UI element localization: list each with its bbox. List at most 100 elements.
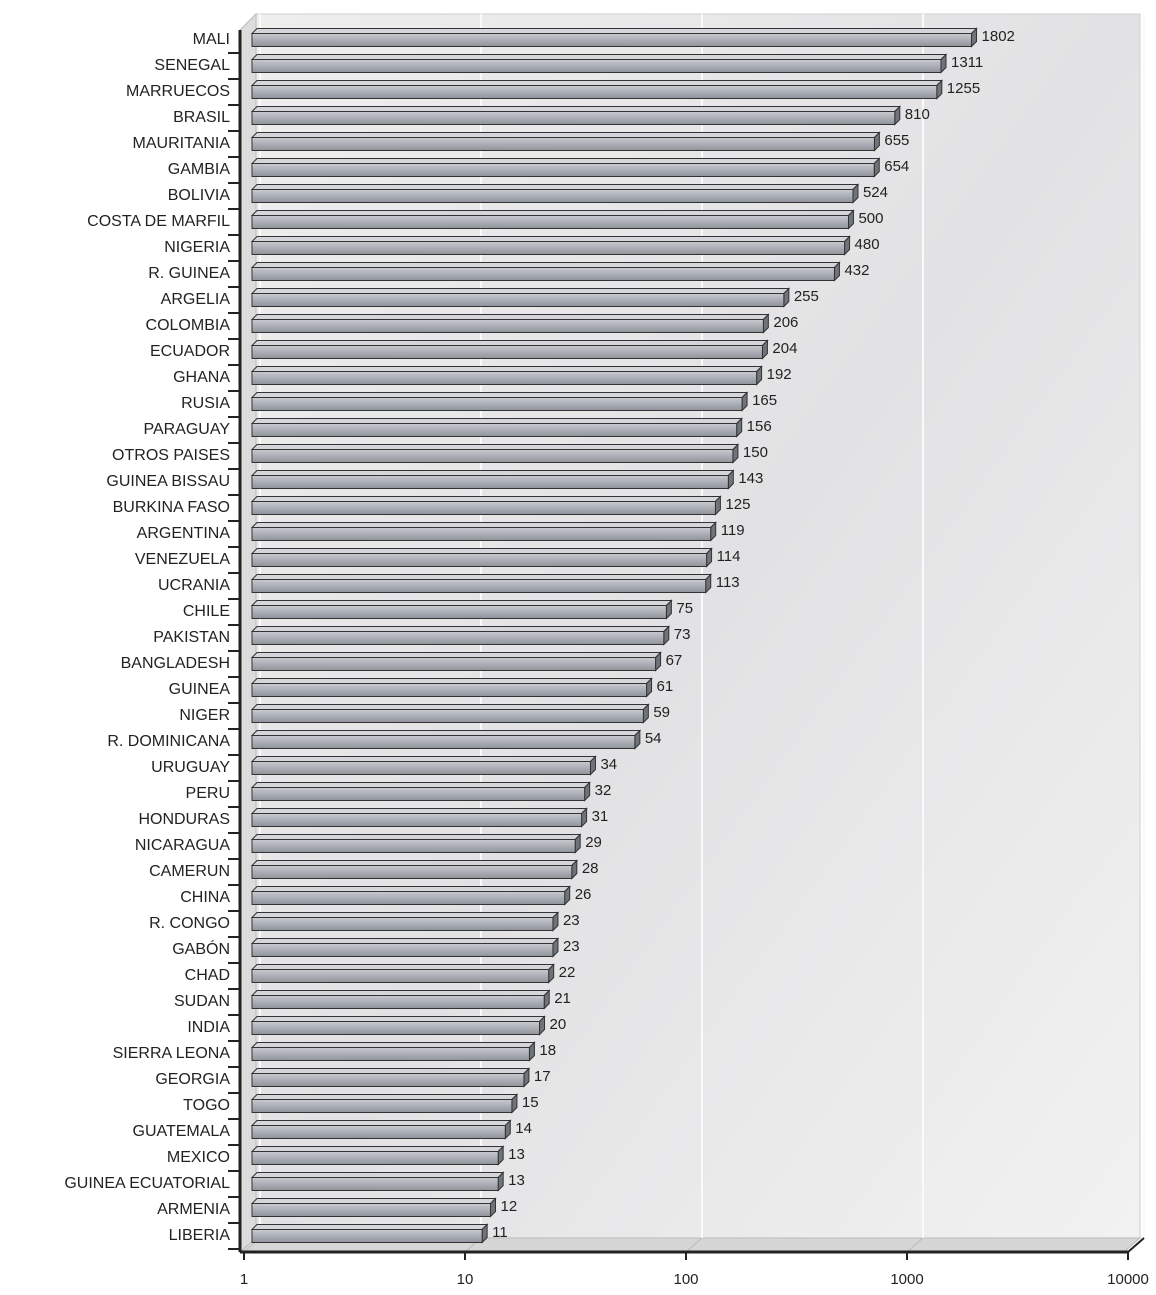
bar-top: [250, 470, 735, 476]
data-label: 13: [508, 1172, 525, 1189]
y-tick-label: GUATEMALA: [133, 1123, 231, 1140]
bar: [251, 865, 573, 879]
bar-top: [250, 1094, 519, 1100]
bar-top: [250, 1068, 531, 1074]
bar-top: [250, 938, 560, 944]
bar: [251, 631, 665, 645]
bar-top: [250, 444, 740, 450]
data-label: 1311: [951, 54, 983, 71]
y-tick-label: GABÓN: [172, 939, 230, 958]
floor-grid-line: [685, 1237, 703, 1253]
y-tick-label: URUGUAY: [151, 759, 230, 776]
bar: [251, 241, 846, 255]
bar: [251, 683, 648, 697]
bar: [251, 579, 707, 593]
bar: [251, 1125, 506, 1139]
bar-top: [250, 1198, 497, 1204]
y-tick-label: CAMERUN: [149, 863, 230, 880]
y-tick-label: ARMENIA: [157, 1201, 230, 1218]
y-tick-label: LIBERIA: [169, 1227, 231, 1244]
bar: [251, 1021, 541, 1035]
bar-top: [250, 236, 851, 242]
y-tick-label: GUINEA: [169, 681, 231, 698]
y-tick-label: CHAD: [185, 967, 230, 984]
data-label: 654: [884, 158, 909, 175]
bar-top: [250, 1016, 546, 1022]
bar-top: [250, 132, 881, 138]
bar: [251, 995, 545, 1009]
y-tick-label: R. DOMINICANA: [107, 733, 230, 750]
data-label: 143: [738, 470, 763, 487]
bar: [251, 319, 764, 333]
data-label: 500: [858, 210, 883, 227]
y-tick-label: ARGELIA: [161, 291, 231, 308]
bar-top: [250, 860, 579, 866]
data-label: 125: [725, 496, 750, 513]
data-label: 156: [747, 418, 772, 435]
y-tick-label: MALI: [193, 31, 230, 48]
y-tick-label: OTROS PAISES: [112, 447, 230, 464]
bar-top: [250, 626, 671, 632]
bar: [251, 215, 849, 229]
bar: [251, 267, 835, 281]
bar: [251, 1203, 491, 1217]
y-tick-label: SIERRA LEONA: [113, 1045, 231, 1062]
bar: [251, 735, 636, 749]
x-tick-label: 10000: [1107, 1271, 1149, 1288]
y-tick-label: COSTA DE MARFIL: [87, 213, 230, 230]
bar: [251, 605, 667, 619]
bar-top: [250, 1224, 489, 1230]
y-tick-label: ARGENTINA: [137, 525, 231, 542]
bar-top: [250, 28, 978, 34]
y-tick-label: GAMBIA: [168, 161, 231, 178]
bar: [251, 1229, 483, 1243]
bar: [251, 839, 576, 853]
y-tick-label: SENEGAL: [154, 57, 230, 74]
data-label: 59: [653, 704, 670, 721]
bar: [251, 787, 586, 801]
y-tick-label: TOGO: [183, 1097, 230, 1114]
data-label: 28: [582, 860, 599, 877]
y-tick-label: BRASIL: [173, 109, 230, 126]
y-tick-label: ECUADOR: [150, 343, 230, 360]
bar-top: [250, 600, 673, 606]
data-label: 17: [534, 1068, 551, 1085]
bar-top: [250, 80, 944, 86]
data-label: 480: [855, 236, 880, 253]
x-axis-depth: [1127, 1237, 1145, 1253]
bar-top: [250, 574, 712, 580]
bar-top: [250, 782, 591, 788]
data-label: 23: [563, 912, 580, 929]
data-label: 18: [539, 1042, 556, 1059]
bar: [251, 33, 973, 47]
bar-top: [250, 730, 642, 736]
data-label: 206: [773, 314, 798, 331]
bar-top: [250, 288, 791, 294]
bar: [251, 137, 875, 151]
bar-top: [250, 756, 597, 762]
bar-top: [250, 340, 769, 346]
data-label: 192: [767, 366, 792, 383]
data-label: 432: [844, 262, 869, 279]
bar-top: [250, 704, 650, 710]
bar: [251, 475, 729, 489]
bar: [251, 371, 758, 385]
bar-top: [250, 834, 582, 840]
bar: [251, 527, 712, 541]
y-tick-label: R. GUINEA: [148, 265, 230, 282]
y-tick-label: NIGERIA: [164, 239, 230, 256]
y-tick-label: GHANA: [173, 369, 230, 386]
data-label: 13: [508, 1146, 525, 1163]
data-label: 75: [676, 600, 693, 617]
data-label: 26: [575, 886, 592, 903]
data-label: 54: [645, 730, 662, 747]
data-label: 255: [794, 288, 819, 305]
bar: [251, 111, 896, 125]
bar-top: [250, 496, 722, 502]
data-label: 15: [522, 1094, 539, 1111]
bar-top: [250, 912, 560, 918]
y-tick-label: R. CONGO: [149, 915, 230, 932]
bar: [251, 293, 785, 307]
bar: [251, 163, 875, 177]
bar-top: [250, 808, 588, 814]
